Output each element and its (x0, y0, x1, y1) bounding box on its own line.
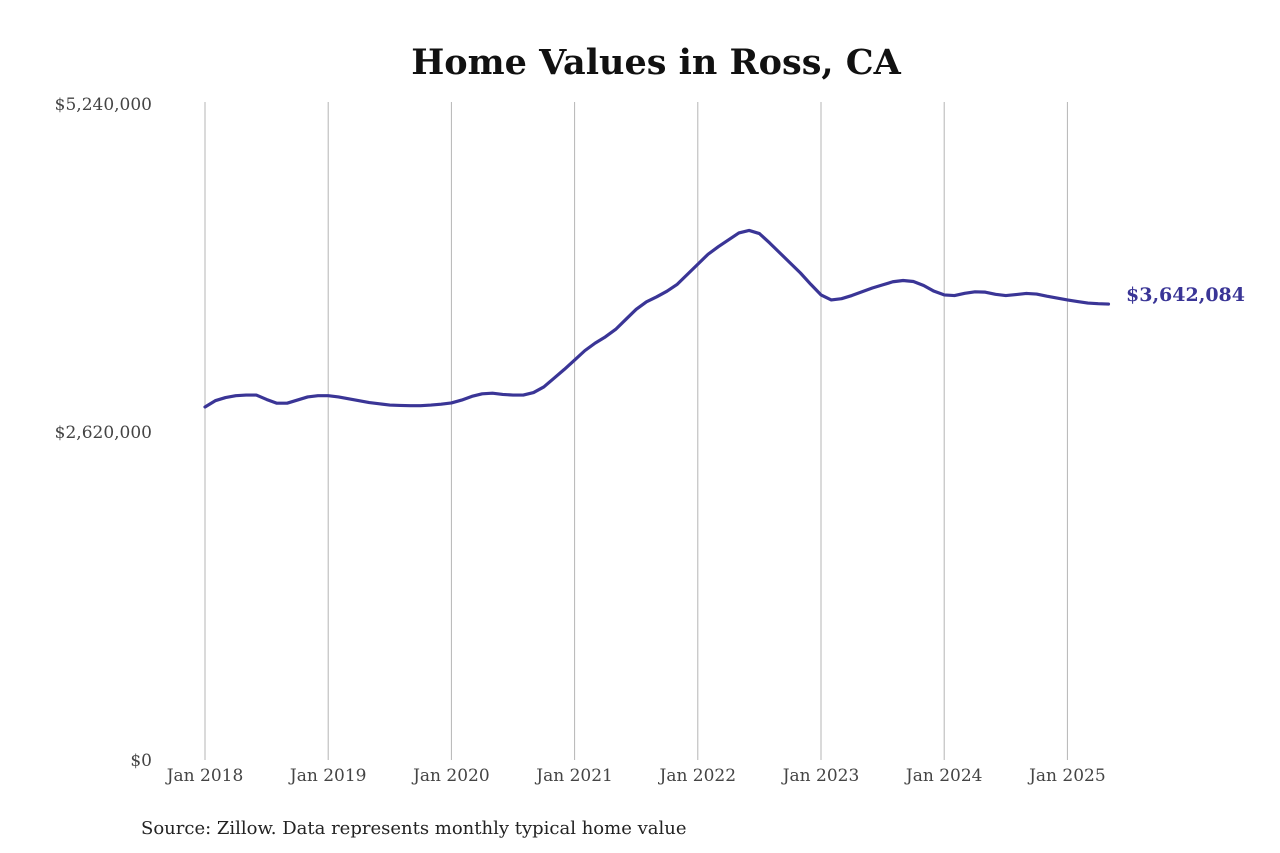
x-tick-label: Jan 2019 (288, 766, 367, 786)
y-tick-label: $5,240,000 (55, 95, 152, 115)
x-tick-label: Jan 2020 (411, 766, 490, 786)
chart-title: Home Values in Ross, CA (411, 42, 901, 83)
x-tick-label: Jan 2023 (781, 766, 860, 786)
x-tick-label: Jan 2024 (904, 766, 983, 786)
x-tick-label: Jan 2018 (165, 766, 244, 786)
series-line (203, 228, 1111, 409)
end-value-label: $3,642,084 (1126, 284, 1245, 306)
x-tick-label: Jan 2025 (1027, 766, 1106, 786)
source-note: Source: Zillow. Data represents monthly … (141, 818, 687, 839)
x-axis-ticks: Jan 2018 Jan 2019 Jan 2020 Jan 2021 Jan 2022… (165, 766, 1106, 786)
x-tick-label: Jan 2022 (658, 766, 737, 786)
y-tick-label: $2,620,000 (55, 423, 152, 443)
vertical-gridlines (204, 102, 1068, 760)
x-tick-label: Jan 2021 (534, 766, 613, 786)
y-tick-label: $0 (130, 751, 152, 771)
y-axis-ticks: $0 $2,620,000 $5,240,000 (55, 95, 152, 771)
